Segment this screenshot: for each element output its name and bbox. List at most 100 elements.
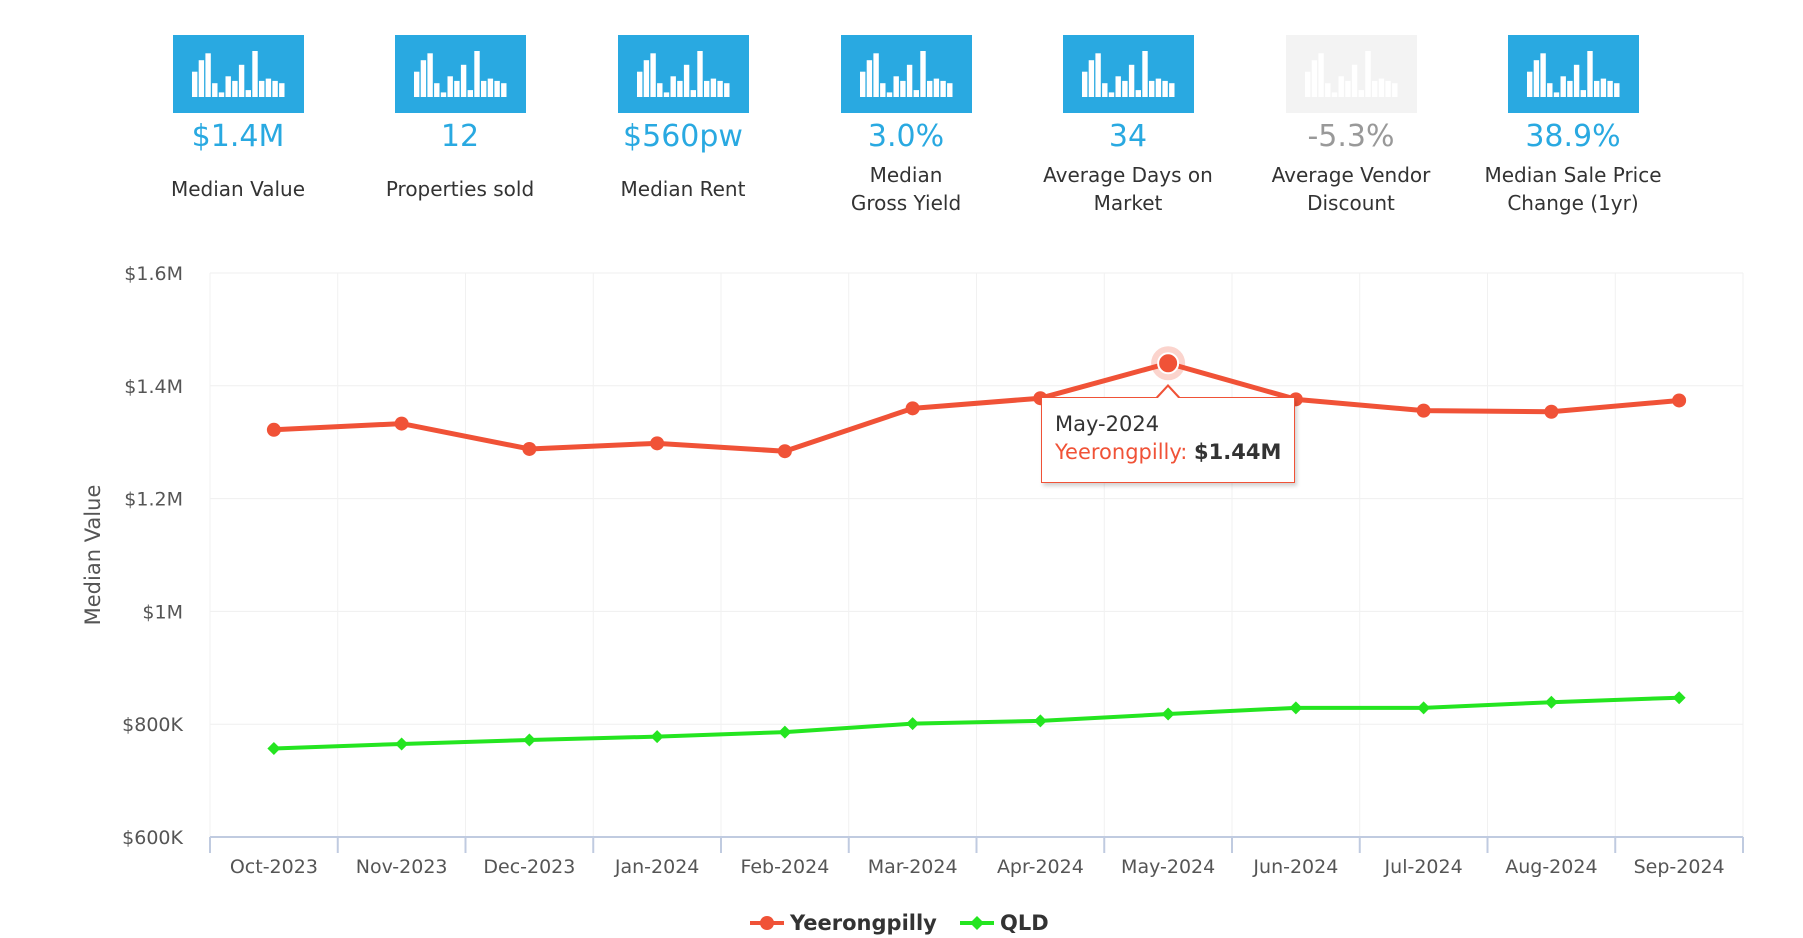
stat-value: 34 xyxy=(1108,119,1148,154)
series-yeerongpilly xyxy=(266,346,1687,459)
data-point[interactable] xyxy=(1416,403,1431,418)
data-point[interactable] xyxy=(1289,701,1303,715)
icon-bar xyxy=(940,80,946,97)
y-tick-label: $800K xyxy=(122,714,183,736)
icon-bar xyxy=(1600,78,1607,97)
data-point[interactable] xyxy=(777,444,792,459)
bar-chart-icon xyxy=(1508,35,1639,113)
median-rent-chart-button[interactable] xyxy=(617,35,749,113)
data-point[interactable] xyxy=(650,436,665,451)
legend-item-qld[interactable]: QLD xyxy=(960,908,1049,938)
data-point[interactable] xyxy=(395,737,409,751)
axes: $600K $800K $1M $1.2M $1.4M $1.6M Oct-2023 Nov-… xyxy=(81,263,1744,878)
icon-bar xyxy=(225,76,231,97)
icon-bar xyxy=(501,83,507,97)
icon-bar xyxy=(1325,83,1331,97)
icon-bar xyxy=(1088,60,1095,97)
data-point[interactable] xyxy=(522,733,536,747)
icon-bar xyxy=(238,64,245,97)
icon-bar xyxy=(1614,83,1620,97)
stat-median-gross-yield: 3.0% Median Gross Yield xyxy=(796,35,1016,217)
icon-bar xyxy=(1142,51,1148,97)
icon-bar xyxy=(670,76,676,97)
icon-bar xyxy=(245,90,251,97)
median-sale-price-change-chart-button[interactable] xyxy=(1507,35,1639,113)
x-tick-label: Jan-2024 xyxy=(614,856,700,878)
data-point[interactable] xyxy=(1417,701,1431,715)
icon-bar xyxy=(704,80,710,97)
icon-bar xyxy=(218,92,225,97)
bar-chart-icon xyxy=(1286,35,1417,113)
icon-bar xyxy=(212,83,218,97)
data-point[interactable] xyxy=(1672,393,1687,408)
stat-value: 12 xyxy=(440,119,480,154)
stat-average-days-on-market: 34 Average Days on Market xyxy=(1018,35,1238,217)
icon-bar xyxy=(1553,92,1560,97)
data-point[interactable] xyxy=(650,730,664,744)
icon-bar xyxy=(1318,53,1324,97)
icon-bar xyxy=(460,64,467,97)
icon-bar xyxy=(637,71,643,97)
median-gross-yield-chart-button[interactable] xyxy=(840,35,972,113)
icon-bar xyxy=(1378,78,1385,97)
x-tick-label: Aug-2024 xyxy=(1505,856,1597,878)
x-tick-label: Dec-2023 xyxy=(483,856,575,878)
stat-median-rent: $560pw Median Rent xyxy=(573,35,793,203)
icon-bar xyxy=(1567,80,1573,97)
icon-bar xyxy=(192,71,198,97)
stat-value: 38.9% xyxy=(1525,119,1621,154)
data-point[interactable] xyxy=(522,441,537,456)
icon-bar xyxy=(265,78,272,97)
legend-marker-circle-icon xyxy=(750,916,784,930)
icon-bar xyxy=(1331,92,1338,97)
icon-bar xyxy=(920,51,926,97)
series-line xyxy=(273,695,1680,751)
icon-bar xyxy=(866,60,873,97)
icon-bar xyxy=(1108,92,1115,97)
data-point[interactable] xyxy=(1544,695,1558,709)
icon-bar xyxy=(1345,80,1351,97)
icon-bar xyxy=(434,83,440,97)
icon-bar xyxy=(900,80,906,97)
icon-bar xyxy=(1607,80,1613,97)
data-point[interactable] xyxy=(778,725,792,739)
x-tick-label: Apr-2024 xyxy=(997,856,1084,878)
properties-sold-chart-button[interactable] xyxy=(394,35,526,113)
data-point[interactable] xyxy=(266,422,281,437)
icon-bar xyxy=(886,92,893,97)
data-point[interactable] xyxy=(1544,404,1559,419)
icon-bar xyxy=(467,90,473,97)
x-tick-label: Mar-2024 xyxy=(868,856,958,878)
data-point[interactable] xyxy=(394,416,409,431)
series-line xyxy=(273,360,1680,454)
data-point-highlighted[interactable] xyxy=(1157,352,1180,375)
icon-bar xyxy=(933,78,940,97)
data-point[interactable] xyxy=(1033,714,1047,728)
data-point[interactable] xyxy=(905,401,920,416)
tooltip-line: Yeerongpilly: $1.44M xyxy=(1055,438,1294,466)
icon-bar xyxy=(677,80,683,97)
tooltip-value: $1.44M xyxy=(1194,440,1282,464)
x-tick-label: Nov-2023 xyxy=(356,856,448,878)
average-days-on-market-chart-button[interactable] xyxy=(1062,35,1194,113)
icon-bar xyxy=(1082,71,1088,97)
stat-label: Average Vendor Discount xyxy=(1271,163,1431,215)
legend-item-yeerongpilly[interactable]: Yeerongpilly xyxy=(750,908,937,938)
data-point[interactable] xyxy=(1161,707,1175,721)
stat-properties-sold: 12 Properties sold xyxy=(350,35,570,203)
median-value-chart-button[interactable] xyxy=(172,35,304,113)
data-point[interactable] xyxy=(267,741,281,755)
stat-value: -5.3% xyxy=(1307,119,1395,154)
icon-bar xyxy=(1338,76,1344,97)
icon-bar xyxy=(1587,51,1593,97)
icon-bar xyxy=(252,51,258,97)
bar-chart-icon xyxy=(841,35,972,113)
icon-bar xyxy=(913,90,919,97)
data-point[interactable] xyxy=(906,717,920,731)
average-vendor-discount-chart-button[interactable] xyxy=(1285,35,1417,113)
data-point[interactable] xyxy=(1672,691,1686,705)
bar-chart-icon xyxy=(173,35,304,113)
x-tick-label: May-2024 xyxy=(1121,856,1215,878)
icon-bar xyxy=(947,83,953,97)
icon-bar xyxy=(906,64,913,97)
